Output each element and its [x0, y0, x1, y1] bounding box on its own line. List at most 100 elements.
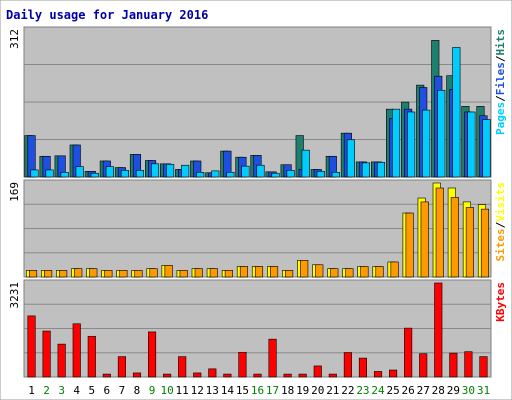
x-tick-label-day-23: 23: [356, 384, 369, 397]
bar-pages-day-21: [331, 171, 340, 178]
bar-kbytes-day-7: [117, 356, 126, 378]
x-tick-label-day-9: 9: [149, 384, 156, 397]
bar-kbytes-day-10: [163, 373, 172, 378]
x-tick-label-day-14: 14: [221, 384, 235, 397]
bar-pages-day-17: [271, 172, 280, 178]
bar-sites-day-18: [285, 270, 294, 278]
bar-sites-day-28: [435, 187, 444, 278]
bar-kbytes-day-31: [479, 356, 488, 378]
x-tick-label-day-24: 24: [371, 384, 385, 397]
bar-kbytes-day-1: [27, 315, 36, 378]
bar-pages-day-5: [90, 172, 99, 178]
bar-kbytes-day-2: [42, 330, 51, 378]
bar-pages-day-25: [392, 108, 401, 178]
y-max-label: 312: [8, 29, 21, 49]
bar-sites-day-15: [239, 266, 248, 278]
bar-pages-day-29: [452, 47, 461, 178]
x-tick-label-day-28: 28: [432, 384, 445, 397]
bar-pages-day-8: [135, 170, 145, 178]
bar-kbytes-day-19: [298, 373, 307, 378]
x-tick-label-day-12: 12: [191, 384, 204, 397]
x-tick-label-day-5: 5: [88, 384, 95, 397]
legend-kbytes: KBytes: [494, 282, 507, 322]
bar-sites-day-22: [345, 268, 354, 278]
bar-pages-day-31: [482, 119, 491, 178]
bar-kbytes-day-4: [72, 323, 81, 378]
bar-kbytes-day-11: [178, 356, 187, 378]
bar-sites-day-13: [209, 268, 218, 278]
bar-kbytes-day-8: [132, 372, 142, 378]
legend-entry-pages: Pages: [494, 102, 507, 135]
x-tick-label-day-8: 8: [134, 384, 141, 397]
x-tick-label-day-17: 17: [266, 384, 279, 397]
bar-sites-day-3: [59, 270, 68, 278]
bar-pages-day-10: [166, 163, 175, 178]
bar-kbytes-day-22: [343, 352, 352, 378]
bar-pages-day-22: [346, 139, 355, 178]
bar-kbytes-day-20: [313, 365, 322, 378]
bar-kbytes-day-6: [102, 373, 111, 378]
bar-kbytes-day-16: [253, 373, 262, 378]
bar-sites-day-1: [28, 270, 38, 278]
x-tick-label-day-7: 7: [119, 384, 126, 397]
bar-pages-day-15: [241, 165, 250, 178]
bar-pages-day-28: [437, 90, 446, 178]
bar-sites-day-30: [465, 207, 474, 278]
bar-sites-day-19: [300, 260, 309, 278]
bar-pages-day-3: [60, 171, 69, 178]
bar-kbytes-day-5: [87, 335, 96, 378]
x-tick-label-day-19: 19: [296, 384, 309, 397]
bar-sites-day-16: [254, 266, 264, 278]
bar-kbytes-day-14: [223, 373, 232, 378]
bar-sites-day-29: [450, 197, 459, 278]
legend-entry-kbytes: KBytes: [494, 282, 507, 322]
bar-kbytes-day-30: [464, 351, 473, 378]
bar-pages-day-20: [316, 171, 325, 178]
legend-separator: /: [494, 55, 507, 62]
bar-kbytes-day-24: [373, 371, 383, 378]
x-tick-label-day-3: 3: [58, 384, 65, 397]
bar-kbytes-day-9: [148, 331, 157, 378]
bar-pages-day-9: [151, 163, 160, 178]
bar-pages-day-18: [286, 170, 295, 178]
legend-entry-hits: Hits: [494, 29, 507, 56]
bar-sites-day-6: [104, 270, 113, 278]
bar-kbytes-day-26: [404, 327, 413, 378]
legend-entry-visits: Visits: [494, 182, 507, 222]
chart-title: Daily usage for January 2016: [6, 8, 208, 22]
legend-entry-files: Files: [494, 62, 507, 95]
legend-entry-sites: Sites: [494, 228, 507, 261]
bar-sites-day-4: [74, 268, 83, 278]
bar-sites-day-7: [119, 270, 128, 278]
bar-sites-day-27: [420, 201, 429, 278]
bar-pages-day-26: [407, 111, 416, 178]
bar-kbytes-day-29: [449, 352, 458, 378]
x-tick-label-day-2: 2: [43, 384, 50, 397]
bar-pages-day-11: [181, 164, 190, 178]
bar-sites-day-23: [360, 266, 369, 278]
y-max-label: 3231: [8, 282, 21, 309]
bar-kbytes-day-13: [208, 368, 217, 378]
bar-kbytes-day-15: [238, 351, 247, 378]
y-max-label: 169: [8, 182, 21, 202]
x-tick-label-day-21: 21: [326, 384, 339, 397]
bar-sites-day-10: [164, 265, 173, 278]
bar-kbytes-day-3: [57, 343, 66, 378]
legend-visits-sites: Sites/Visits: [494, 182, 507, 262]
legend-hits-files-pages: Pages/Files/Hits: [494, 29, 507, 135]
bar-pages-day-27: [422, 109, 431, 178]
bar-sites-day-21: [330, 268, 339, 278]
x-tick-label-day-1: 1: [28, 384, 35, 397]
legend-separator: /: [494, 95, 507, 102]
bar-sites-day-9: [149, 268, 158, 278]
bar-kbytes-day-23: [358, 357, 368, 378]
bar-sites-day-24: [375, 266, 384, 278]
bar-pages-day-4: [75, 166, 84, 178]
bar-pages-day-2: [45, 169, 54, 178]
bar-pages-day-23: [361, 162, 371, 178]
series-sites: [28, 187, 490, 278]
x-tick-label-day-29: 29: [447, 384, 460, 397]
